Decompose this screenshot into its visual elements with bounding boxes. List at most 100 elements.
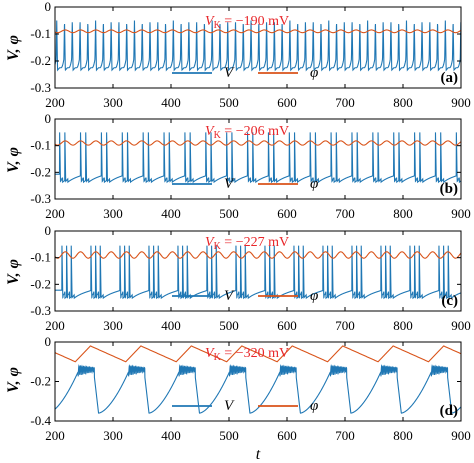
series-line-phi: [55, 345, 461, 363]
annotation-vk: VK = −190 mV: [205, 14, 289, 31]
y-axis-label-4: V, φ: [5, 367, 22, 393]
x-tick-label: 700: [335, 318, 355, 333]
x-tick-label: 600: [277, 206, 297, 221]
x-tick-label: 800: [393, 95, 413, 110]
series-line-phi: [55, 140, 461, 146]
x-tick-label: 400: [161, 318, 181, 333]
annotation-vk: VK = −320 mV: [205, 346, 289, 363]
y-tick-label: -0.2: [30, 374, 51, 389]
axes-frame: [54, 118, 462, 200]
axes-frame: [54, 230, 462, 312]
x-tick-label: 900: [451, 318, 471, 333]
y-tick-label: -0.4: [30, 413, 51, 428]
y-tick-label: -0.3: [30, 80, 51, 95]
y-tick-label: -0.1: [30, 138, 51, 153]
y-tick-label: 0: [45, 111, 52, 126]
y-tick-label: -0.3: [30, 191, 51, 206]
x-tick-label: 700: [335, 95, 355, 110]
annotation-vk: VK = −227 mV: [205, 235, 289, 252]
panel-label: (a): [441, 70, 459, 86]
annotation-var: V: [205, 124, 215, 139]
legend-label-phi: φ: [310, 176, 318, 192]
annotation-value: = −190 mV: [221, 14, 289, 29]
y-axis-label-2: V, φ: [5, 147, 22, 173]
y-axis-label-1: V, φ: [5, 35, 22, 61]
axes-frame: [54, 6, 462, 89]
series-line-v: [55, 132, 461, 184]
curves-1: [55, 20, 461, 72]
annotation-value: = −206 mV: [221, 124, 289, 139]
y-tick-label: -0.2: [30, 53, 51, 68]
y-tick-label: -0.1: [30, 250, 51, 265]
x-tick-label: 200: [45, 428, 65, 443]
x-tick-label: 300: [103, 206, 123, 221]
x-axis-label: t: [256, 446, 261, 463]
legend-label-phi: φ: [310, 288, 318, 304]
legend-label-v: V: [224, 288, 235, 304]
x-tick-label: 400: [161, 95, 181, 110]
panel-label: (c): [441, 293, 458, 309]
y-axis-label-3: V, φ: [5, 259, 22, 285]
x-tick-label: 500: [219, 318, 239, 333]
curves-3: [55, 245, 461, 300]
series-line-phi: [55, 251, 461, 259]
x-tick-label: 800: [393, 206, 413, 221]
x-tick-label: 200: [45, 206, 65, 221]
panels: 200 300 400 500 600 700 800 900 0 -0.1 -0.2 -0.3 VK …: [30, 0, 470, 443]
y-tick-label: 0: [45, 0, 52, 14]
y-tick-label: 0: [45, 223, 52, 238]
x-tick-label: 400: [161, 206, 181, 221]
legend-label-phi: φ: [310, 398, 318, 414]
x-tick-label: 800: [393, 428, 413, 443]
x-tick-label: 800: [393, 318, 413, 333]
panel-3: 200 300 400 500 600 700 800 900 0 -0.1 -0.2 -0.3 VK …: [30, 223, 470, 333]
panel-1: 200 300 400 500 600 700 800 900 0 -0.1 -0.2 -0.3 VK …: [30, 0, 470, 110]
x-tick-label: 200: [45, 95, 65, 110]
x-tick-label: 500: [219, 95, 239, 110]
legend-label-v: V: [224, 398, 235, 414]
x-tick-label: 400: [161, 428, 181, 443]
x-tick-label: 700: [335, 428, 355, 443]
y-tick-label: -0.2: [30, 276, 51, 291]
annotation-value: = −227 mV: [221, 235, 289, 250]
x-tick-label: 300: [103, 95, 123, 110]
annotation-sub: K: [214, 20, 222, 31]
series-line-v: [55, 20, 461, 72]
x-tick-label: 900: [451, 206, 471, 221]
annotation-var: V: [205, 346, 215, 361]
annotation-var: V: [205, 235, 215, 250]
curves-4: [55, 345, 461, 414]
annotation-value: = −320 mV: [221, 346, 289, 361]
series-line-v: [55, 364, 461, 414]
annotation-sub: K: [214, 130, 222, 141]
annotation-vk: VK = −206 mV: [205, 124, 289, 141]
y-tick-label: -0.1: [30, 26, 51, 41]
annotation-sub: K: [214, 241, 222, 252]
panel-label: (b): [440, 181, 458, 197]
y-tick-label: 0: [45, 334, 52, 349]
x-tick-label: 500: [219, 206, 239, 221]
panel-label: (d): [440, 403, 458, 419]
legend-label-phi: φ: [310, 65, 318, 81]
y-tick-label: -0.3: [30, 303, 51, 318]
x-tick-label: 900: [451, 428, 471, 443]
x-tick-label: 600: [277, 95, 297, 110]
x-tick-label: 500: [219, 428, 239, 443]
x-tick-label: 600: [277, 428, 297, 443]
x-tick-label: 600: [277, 318, 297, 333]
legend-label-v: V: [224, 65, 235, 81]
x-tick-label: 900: [451, 95, 471, 110]
series-line-phi: [55, 29, 461, 34]
annotation-sub: K: [214, 352, 222, 363]
x-tick-label: 200: [45, 318, 65, 333]
y-tick-label: -0.2: [30, 164, 51, 179]
annotation-var: V: [205, 14, 215, 29]
legend-label-v: V: [224, 176, 235, 192]
x-tick-label: 300: [103, 318, 123, 333]
series-line-v: [55, 245, 461, 300]
x-tick-label: 700: [335, 206, 355, 221]
curves-2: [55, 132, 461, 184]
panel-2: 200 300 400 500 600 700 800 900 0 -0.1 -0.2 -0.3 VK …: [30, 111, 470, 221]
